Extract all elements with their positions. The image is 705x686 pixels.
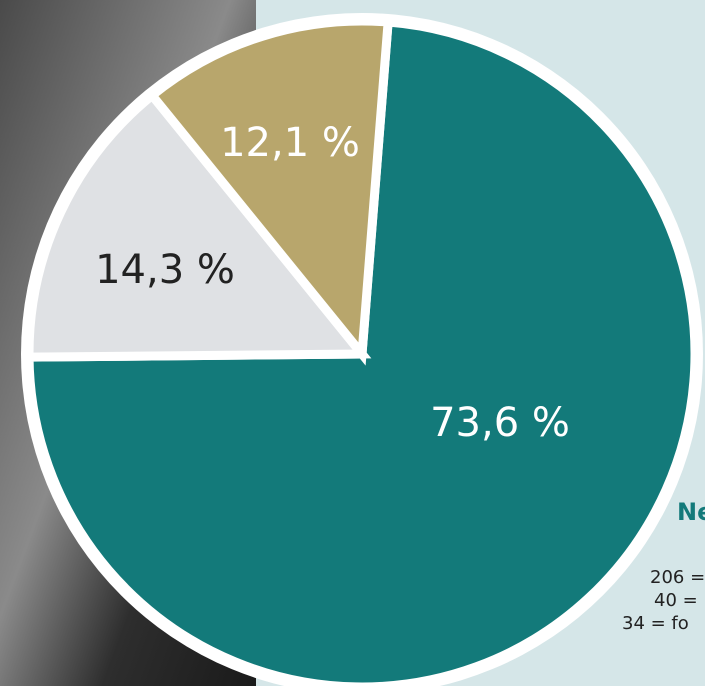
slice-label: 12,1 % (220, 120, 360, 166)
notes: 206 =40 =34 = fo (622, 567, 705, 634)
note: 40 = (654, 590, 698, 611)
pie: 73,6 % 14,3 % 12,1 % (24, 16, 700, 686)
note: 34 = fo (622, 613, 689, 634)
legend-title: Ne (677, 498, 705, 526)
pie-slice (145, 16, 393, 366)
slice-label: 14,3 % (95, 247, 235, 293)
slice-label: 73,6 % (430, 400, 570, 446)
pie-slice (24, 89, 372, 362)
note: 206 = (650, 567, 705, 588)
